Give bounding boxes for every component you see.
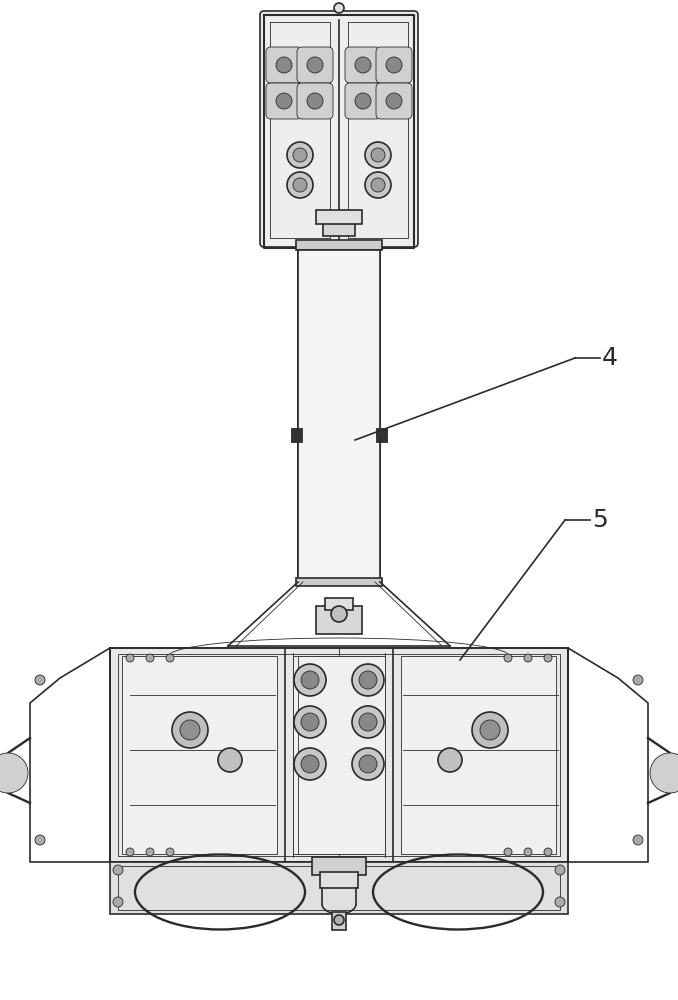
Circle shape <box>276 93 292 109</box>
Circle shape <box>555 865 565 875</box>
Circle shape <box>371 148 385 162</box>
Circle shape <box>352 664 384 696</box>
Circle shape <box>293 148 307 162</box>
Bar <box>320 872 358 888</box>
Bar <box>312 857 366 875</box>
Circle shape <box>352 748 384 780</box>
Circle shape <box>633 675 643 685</box>
Circle shape <box>504 848 512 856</box>
Circle shape <box>633 835 643 845</box>
Circle shape <box>480 720 500 740</box>
FancyBboxPatch shape <box>345 83 381 119</box>
FancyBboxPatch shape <box>345 47 381 83</box>
FancyBboxPatch shape <box>297 83 333 119</box>
Circle shape <box>359 755 377 773</box>
Circle shape <box>166 848 174 856</box>
Circle shape <box>146 848 154 856</box>
Circle shape <box>334 915 344 925</box>
Bar <box>298 250 380 582</box>
Circle shape <box>218 748 242 772</box>
Circle shape <box>355 93 371 109</box>
Bar <box>291 428 302 442</box>
Circle shape <box>386 57 402 73</box>
Circle shape <box>334 3 344 13</box>
Circle shape <box>126 848 134 856</box>
Bar <box>325 598 353 610</box>
FancyBboxPatch shape <box>266 47 302 83</box>
Circle shape <box>166 654 174 662</box>
Circle shape <box>352 706 384 738</box>
Circle shape <box>301 713 319 731</box>
Bar <box>122 656 277 854</box>
Circle shape <box>555 897 565 907</box>
Circle shape <box>365 142 391 168</box>
Bar <box>332 912 346 930</box>
Bar <box>110 862 568 914</box>
Circle shape <box>294 664 326 696</box>
Bar <box>118 866 560 910</box>
Bar <box>323 218 355 236</box>
Circle shape <box>180 720 200 740</box>
Bar <box>293 656 380 854</box>
Bar <box>296 240 382 250</box>
Circle shape <box>386 93 402 109</box>
Circle shape <box>544 654 552 662</box>
Circle shape <box>331 606 347 622</box>
Circle shape <box>287 172 313 198</box>
Bar <box>401 656 556 854</box>
Circle shape <box>472 712 508 748</box>
Circle shape <box>544 848 552 856</box>
Circle shape <box>35 675 45 685</box>
Circle shape <box>365 172 391 198</box>
Bar <box>316 606 362 634</box>
Circle shape <box>294 706 326 738</box>
Circle shape <box>35 835 45 845</box>
Text: 5: 5 <box>592 508 607 532</box>
Circle shape <box>172 712 208 748</box>
Circle shape <box>293 178 307 192</box>
Bar <box>316 210 362 224</box>
Circle shape <box>287 142 313 168</box>
FancyBboxPatch shape <box>266 83 302 119</box>
FancyBboxPatch shape <box>376 83 412 119</box>
Bar <box>118 654 560 856</box>
Circle shape <box>355 57 371 73</box>
Circle shape <box>524 848 532 856</box>
Circle shape <box>359 713 377 731</box>
Circle shape <box>146 654 154 662</box>
FancyBboxPatch shape <box>376 47 412 83</box>
Bar <box>296 578 382 586</box>
Circle shape <box>276 57 292 73</box>
Circle shape <box>307 57 323 73</box>
Text: 4: 4 <box>602 346 618 370</box>
Circle shape <box>650 753 678 793</box>
Circle shape <box>294 748 326 780</box>
Circle shape <box>0 753 28 793</box>
FancyBboxPatch shape <box>260 11 418 247</box>
Circle shape <box>524 654 532 662</box>
Circle shape <box>113 897 123 907</box>
Circle shape <box>438 748 462 772</box>
Bar <box>376 428 387 442</box>
Circle shape <box>113 865 123 875</box>
Circle shape <box>301 671 319 689</box>
Circle shape <box>359 671 377 689</box>
Bar <box>110 648 568 862</box>
FancyBboxPatch shape <box>297 47 333 83</box>
Circle shape <box>126 654 134 662</box>
Circle shape <box>371 178 385 192</box>
Circle shape <box>301 755 319 773</box>
Bar <box>298 656 385 854</box>
Circle shape <box>307 93 323 109</box>
Circle shape <box>504 654 512 662</box>
